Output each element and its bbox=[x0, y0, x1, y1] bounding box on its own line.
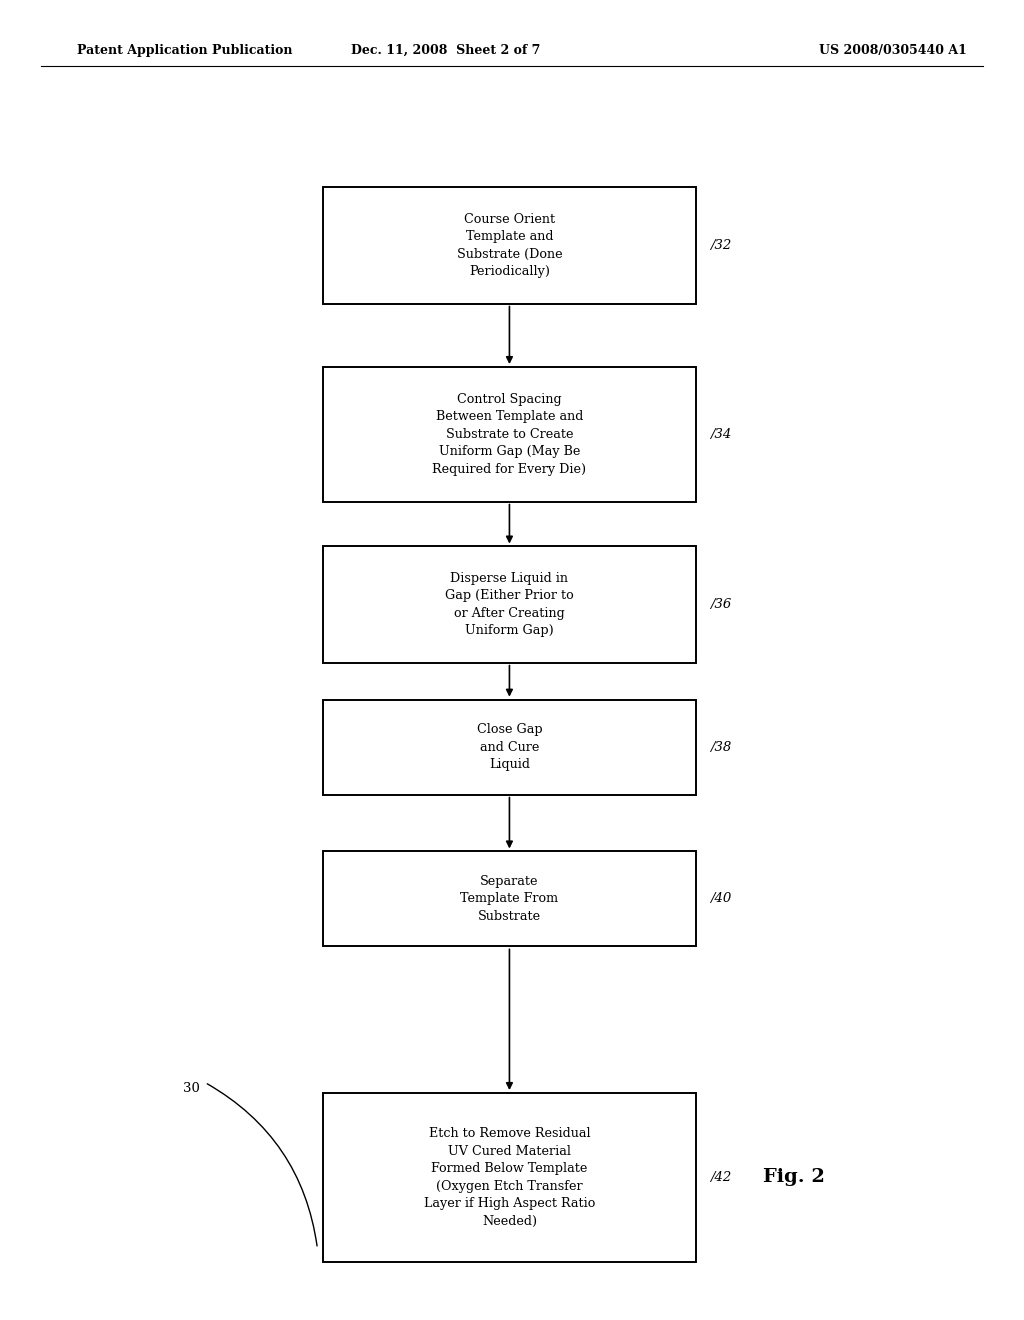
Text: /32: /32 bbox=[710, 239, 731, 252]
Text: Control Spacing
Between Template and
Substrate to Create
Uniform Gap (May Be
Req: Control Spacing Between Template and Sub… bbox=[432, 393, 587, 475]
Text: /34: /34 bbox=[710, 428, 731, 441]
Bar bbox=[323, 187, 696, 304]
Text: Disperse Liquid in
Gap (Either Prior to
or After Creating
Uniform Gap): Disperse Liquid in Gap (Either Prior to … bbox=[445, 572, 573, 638]
Text: /38: /38 bbox=[710, 741, 731, 754]
Text: Fig. 2: Fig. 2 bbox=[763, 1168, 824, 1187]
Text: 30: 30 bbox=[183, 1082, 200, 1096]
Text: /40: /40 bbox=[710, 892, 731, 906]
Text: Course Orient
Template and
Substrate (Done
Periodically): Course Orient Template and Substrate (Do… bbox=[457, 213, 562, 279]
Text: /42: /42 bbox=[710, 1171, 731, 1184]
Text: US 2008/0305440 A1: US 2008/0305440 A1 bbox=[819, 44, 967, 57]
Bar bbox=[323, 546, 696, 663]
Text: Etch to Remove Residual
UV Cured Material
Formed Below Template
(Oxygen Etch Tra: Etch to Remove Residual UV Cured Materia… bbox=[424, 1127, 595, 1228]
Text: /36: /36 bbox=[710, 598, 731, 611]
Bar bbox=[323, 851, 696, 946]
Text: Separate
Template From
Substrate: Separate Template From Substrate bbox=[461, 875, 558, 923]
Text: Close Gap
and Cure
Liquid: Close Gap and Cure Liquid bbox=[476, 723, 543, 771]
Bar bbox=[323, 367, 696, 502]
Text: Patent Application Publication: Patent Application Publication bbox=[77, 44, 292, 57]
Bar bbox=[323, 700, 696, 795]
Bar bbox=[323, 1093, 696, 1262]
Text: Dec. 11, 2008  Sheet 2 of 7: Dec. 11, 2008 Sheet 2 of 7 bbox=[351, 44, 540, 57]
